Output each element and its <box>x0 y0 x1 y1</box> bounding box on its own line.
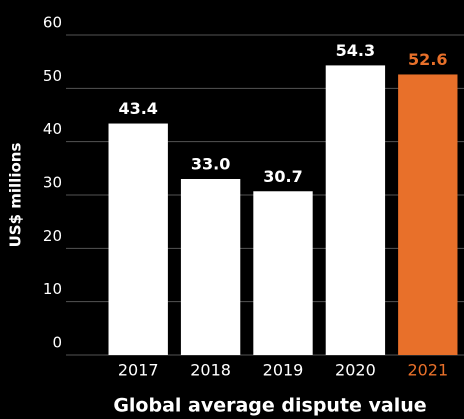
x-tick-label: 2019 <box>263 361 304 380</box>
x-tick-label: 2017 <box>118 361 159 380</box>
y-tick-label: 30 <box>43 174 62 192</box>
value-label: 43.4 <box>118 99 157 118</box>
y-tick-label: 50 <box>43 67 62 85</box>
value-label: 52.6 <box>408 50 447 69</box>
bar <box>180 179 241 355</box>
y-tick-label: 60 <box>43 14 62 32</box>
bar <box>108 123 168 356</box>
x-tick-label: 2021 <box>407 361 448 380</box>
value-label: 30.7 <box>263 167 302 186</box>
value-label: 54.3 <box>336 41 375 60</box>
y-axis-title: US$ millions <box>7 143 25 248</box>
y-tick-label: 10 <box>43 280 62 298</box>
bar <box>325 65 386 356</box>
y-tick-label: 20 <box>43 227 62 245</box>
value-label: 33.0 <box>191 155 230 174</box>
y-tick-label: 0 <box>52 334 62 352</box>
chart-title: Global average dispute value <box>113 395 426 417</box>
x-tick-label: 2020 <box>335 361 376 380</box>
bar <box>253 191 313 355</box>
bar <box>398 74 458 355</box>
x-tick-label: 2018 <box>190 361 231 380</box>
y-tick-label: 40 <box>43 120 62 138</box>
